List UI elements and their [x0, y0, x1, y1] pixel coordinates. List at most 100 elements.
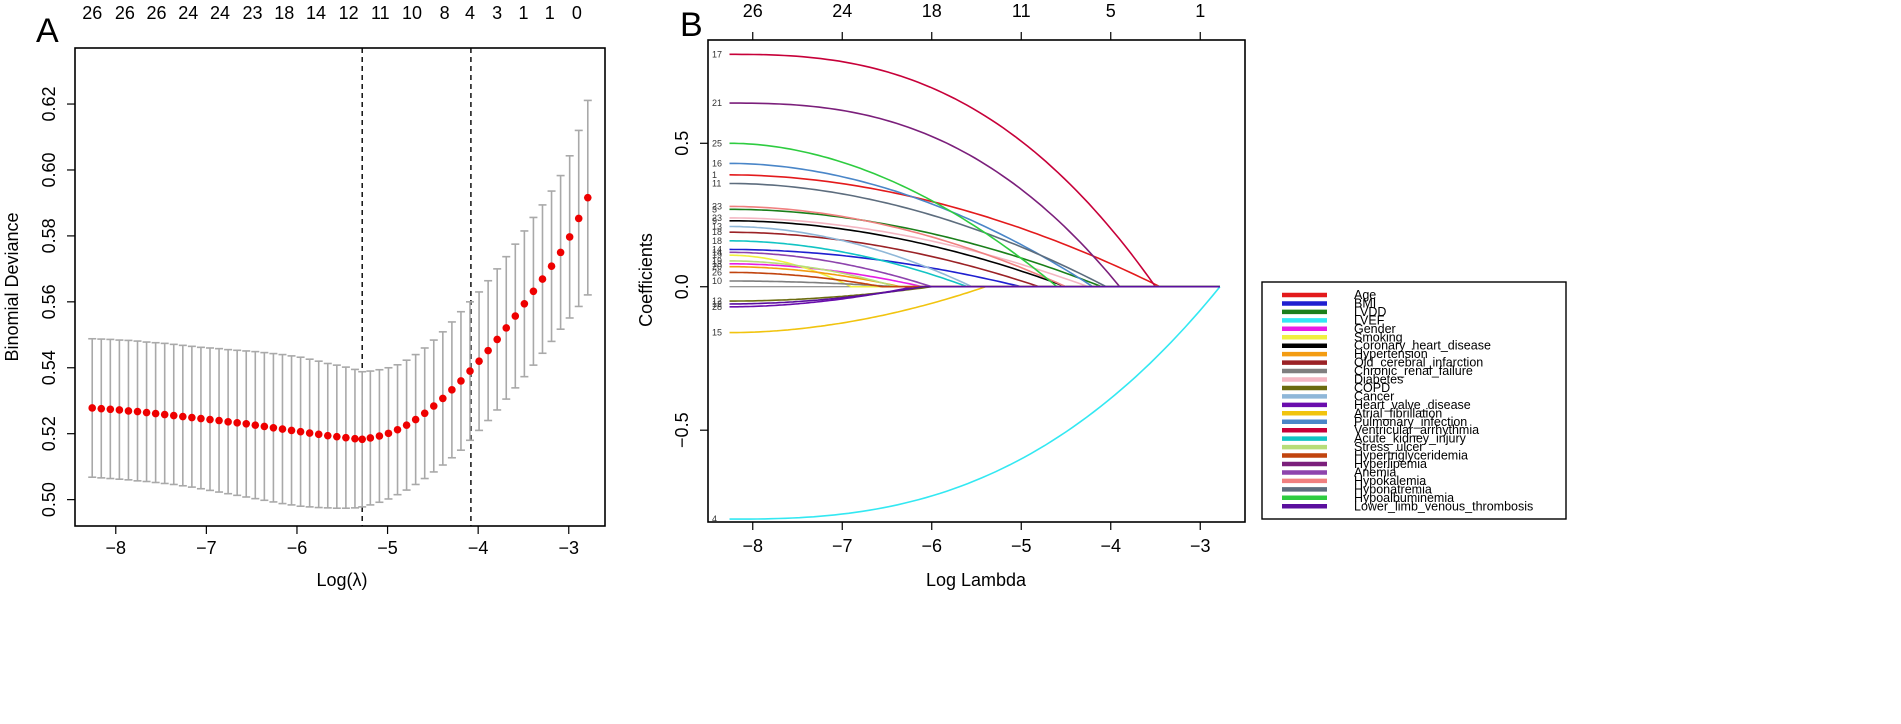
- a-ytick-label: 0.50: [39, 482, 59, 517]
- a-point: [393, 425, 402, 434]
- a-point: [457, 377, 465, 385]
- b-path-age: [729, 174, 1220, 288]
- panel-b-legend: AgeBMILVDDLVEFGenderSmokingCoronary_hear…: [1261, 281, 1567, 520]
- a-point: [439, 394, 447, 403]
- a-top-label: 24: [210, 3, 230, 23]
- b-path-coronary-heart-disease: [729, 220, 1220, 288]
- legend-label: Heart_valve_disease: [1354, 398, 1471, 412]
- legend-label: Atrial_fibrillation: [1354, 406, 1442, 420]
- legend-label: Cancer: [1354, 389, 1394, 403]
- b-end-label: 25: [712, 138, 722, 148]
- legend-label: LVEF: [1354, 313, 1385, 327]
- panel-b-y-axis: −0.5 0.0 0.5: [672, 131, 708, 448]
- b-path-hypoalbuminemia: [729, 142, 1220, 288]
- b-end-label: 1: [712, 170, 717, 180]
- b-top-label: 26: [743, 1, 763, 21]
- panel-b-frame: [707, 39, 1246, 523]
- a-top-label: 1: [518, 3, 528, 23]
- a-xtick-label: −7: [196, 538, 217, 558]
- a-point: [160, 410, 169, 419]
- b-xtick-label: −7: [832, 536, 853, 556]
- legend-label: Ventricular_arrhythmia: [1354, 423, 1479, 437]
- a-point: [411, 415, 420, 424]
- b-path-old-cerebral-infarction: [729, 231, 1220, 288]
- a-top-label: 3: [492, 3, 502, 23]
- a-top-label: 18: [274, 3, 294, 23]
- b-top-label: 18: [922, 1, 942, 21]
- b-end-label: 15: [712, 328, 722, 338]
- a-top-label: 24: [178, 3, 198, 23]
- a-point: [502, 324, 511, 332]
- panel-a-deviance-plot: A 0.500.520.540.560.580.600.62 −8 −7 −6 −5−…: [2, 3, 606, 590]
- a-point: [142, 408, 151, 417]
- panel-b-label: B: [680, 6, 703, 44]
- a-point: [351, 434, 359, 443]
- b-path-smoking: [729, 254, 1220, 288]
- legend-label: Gender: [1354, 322, 1396, 336]
- legend-label: Pulmonary_infection: [1354, 415, 1467, 429]
- b-end-label: 14: [712, 244, 722, 254]
- b-end-label: 3: [712, 204, 717, 214]
- a-point: [565, 233, 574, 241]
- legend-label: Acute_kidney_injury: [1354, 432, 1467, 446]
- a-point: [402, 421, 411, 429]
- a-point: [333, 432, 341, 441]
- b-path-hyponatremia: [729, 182, 1220, 288]
- b-path-atrial-fibrillation: [729, 285, 1220, 334]
- b-top-label: 24: [832, 1, 852, 21]
- a-point: [556, 248, 565, 257]
- legend-label: BMI: [1354, 296, 1376, 310]
- b-path-ventricular-arrhythmia: [729, 53, 1220, 288]
- a-point: [305, 429, 314, 437]
- b-path-hypertriglyceridemia: [729, 271, 1220, 288]
- legend-label: Chronic_renal_failure: [1354, 364, 1473, 378]
- b-end-label: 18: [712, 236, 722, 246]
- b-end-label: 28: [712, 302, 722, 312]
- panel-b-top-axis: 26 24 18 11 5 1: [743, 1, 1205, 40]
- b-end-label: 21: [712, 98, 722, 108]
- b-xtick-label: −4: [1100, 536, 1121, 556]
- legend-label: Hypertension: [1354, 347, 1428, 361]
- a-point: [583, 193, 592, 202]
- b-end-label: 23: [712, 213, 722, 223]
- a-top-label: 4: [465, 3, 475, 23]
- b-end-label: 12: [712, 299, 722, 309]
- b-top-label: 1: [1195, 1, 1205, 21]
- panel-a-x-axis: −8 −7 −6 −5 −4 −3: [106, 526, 579, 558]
- a-point: [278, 425, 287, 433]
- legend-label: Old_cerebral_infarction: [1354, 356, 1483, 370]
- legend-label: Hypokalemia: [1354, 474, 1426, 488]
- a-point: [151, 409, 160, 418]
- a-point: [511, 312, 520, 320]
- a-point: [215, 416, 223, 425]
- a-point: [88, 404, 97, 412]
- b-end-label: 14: [712, 247, 722, 257]
- a-point: [342, 433, 350, 442]
- a-point: [133, 407, 142, 416]
- panel-b-x-axis: −8 −7 −6 −5 −4 −3: [742, 522, 1211, 556]
- a-point: [475, 357, 483, 365]
- a-point: [287, 426, 296, 435]
- panel-a-lambda-lines: [361, 48, 472, 526]
- legend-label: LVDD: [1354, 305, 1386, 319]
- legend-label: Hypoalbuminemia: [1354, 491, 1454, 505]
- b-xtick-label: −8: [742, 536, 763, 556]
- a-point: [269, 423, 278, 432]
- a-xtick-label: −6: [287, 538, 308, 558]
- a-point: [529, 287, 538, 296]
- legend-label: Coronary_heart_disease: [1354, 339, 1491, 353]
- a-point: [484, 346, 492, 355]
- b-ytick-label: 0.5: [672, 131, 692, 156]
- a-ytick-label: 0.56: [39, 284, 59, 319]
- a-point: [574, 214, 583, 223]
- a-point: [493, 335, 501, 344]
- b-path-lower-limb-venous-thrombosis: [729, 285, 1220, 305]
- a-point: [420, 409, 429, 418]
- a-point: [296, 427, 305, 436]
- a-top-label: 26: [147, 3, 167, 23]
- b-path-acute-kidney-injury: [729, 240, 1220, 288]
- a-point: [429, 402, 438, 410]
- a-point: [358, 435, 366, 444]
- b-end-label: 13: [712, 259, 722, 269]
